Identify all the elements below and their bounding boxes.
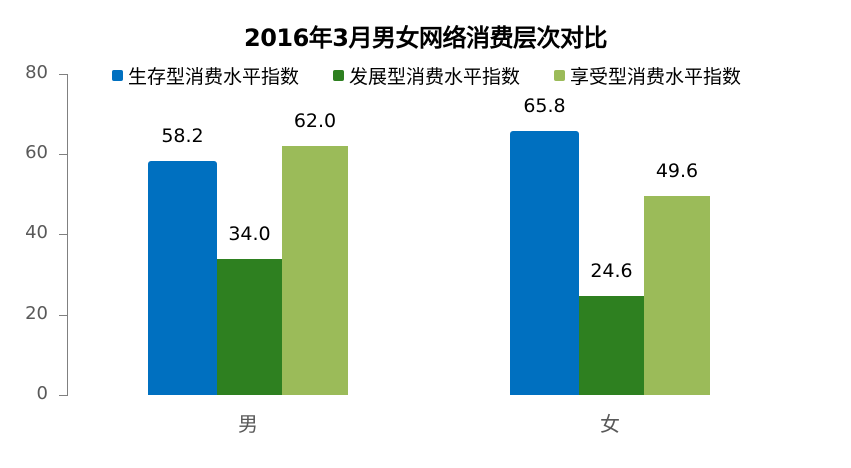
- y-tick-label: 60: [25, 142, 48, 163]
- bar-female-survival: [510, 130, 579, 395]
- legend-item-enjoyment: 享受型消费水平指数: [554, 62, 741, 89]
- bar-male-enjoyment: [282, 146, 348, 395]
- data-label: 49.6: [655, 159, 699, 182]
- legend: 生存型消费水平指数 发展型消费水平指数 享受型消费水平指数: [112, 60, 775, 90]
- legend-swatch-enjoyment: [554, 69, 566, 81]
- data-label: 34.0: [228, 222, 271, 245]
- data-label: 65.8: [523, 94, 566, 117]
- bar-female-enjoyment: [644, 195, 710, 395]
- y-tick-label: 0: [36, 383, 48, 404]
- legend-swatch-survival: [112, 69, 123, 81]
- y-tick: [59, 395, 67, 396]
- x-category-label-male: 男: [238, 412, 258, 436]
- y-tick: [59, 154, 67, 155]
- legend-swatch-development: [333, 69, 345, 81]
- y-tick: [59, 74, 67, 75]
- y-tick: [59, 315, 67, 316]
- y-axis: [67, 74, 68, 396]
- chart-title: 2016年3月男女网络消费层次对比: [244, 24, 608, 52]
- data-label: 58.2: [161, 125, 204, 148]
- y-tick-label: 40: [25, 222, 48, 243]
- bar-male-development: [217, 258, 282, 395]
- data-label: 24.6: [590, 260, 633, 283]
- legend-label-enjoyment: 享受型消费水平指数: [570, 65, 742, 88]
- data-label: 62.0: [293, 110, 337, 133]
- legend-item-development: 发展型消费水平指数: [333, 62, 520, 89]
- bar-female-development: [579, 296, 644, 395]
- bar-male-survival: [148, 161, 217, 395]
- legend-label-survival: 生存型消费水平指数: [128, 65, 300, 88]
- y-tick: [59, 234, 67, 235]
- y-tick-label: 20: [25, 303, 48, 324]
- legend-label-development: 发展型消费水平指数: [349, 65, 521, 88]
- y-tick-label: 80: [25, 62, 48, 83]
- x-category-label-female: 女: [600, 412, 620, 436]
- legend-item-survival: 生存型消费水平指数: [112, 62, 299, 89]
